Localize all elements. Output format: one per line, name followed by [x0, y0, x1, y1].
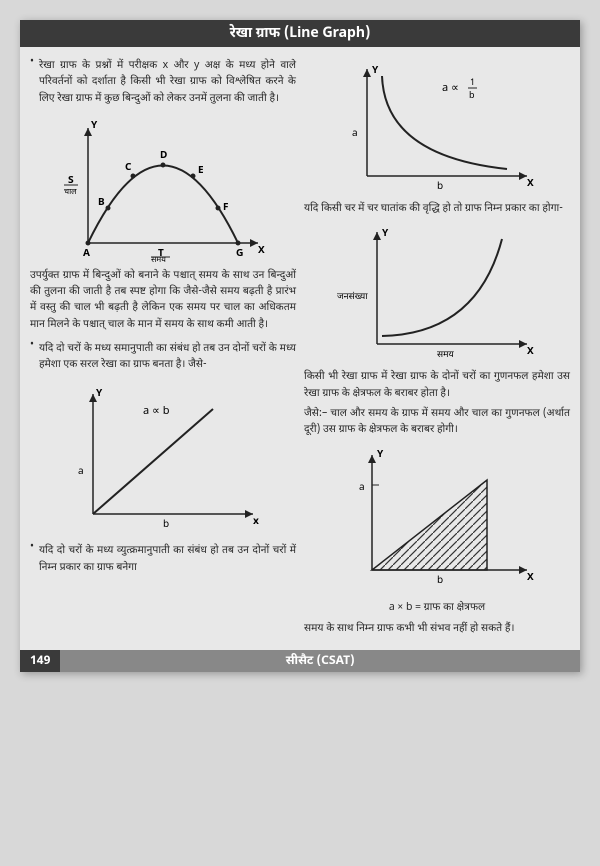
graph-linear: Y x a ∝ b a b [30, 384, 296, 534]
svg-text:C: C [125, 162, 132, 175]
svg-text:A: A [83, 248, 90, 261]
chapter-header: रेखा ग्राफ (Line Graph) [20, 20, 580, 47]
svg-text:Y: Y [372, 65, 379, 78]
parabola-svg: A B C D E F G Y X S चाल T समय [58, 118, 268, 263]
graph-parabola: A B C D E F G Y X S चाल T समय [30, 118, 296, 263]
text-r5: समय के साथ निम्न ग्राफ कभी भी संभव नहीं … [304, 622, 570, 638]
inverse-svg: Y X a b a ∝ 1 b [337, 61, 537, 196]
footer-title: सीसैट (CSAT) [60, 650, 580, 672]
text-r4: a × b = ग्राफ का क्षेत्रफल [304, 601, 570, 617]
svg-text:a: a [352, 128, 358, 141]
svg-text:X: X [527, 346, 534, 359]
text-p4: यदि दो चरों के मध्य व्युत्क्रमानुपाती का… [39, 544, 296, 577]
svg-text:समय: समय [437, 349, 454, 361]
svg-text:Y: Y [96, 388, 103, 401]
svg-text:F: F [223, 202, 228, 215]
text-p3: यदि दो चरों के मध्य समानुपाती का संबंध ह… [39, 342, 296, 375]
para-intro: • रेखा ग्राफ के प्रश्नों में परीक्षक x औ… [30, 55, 296, 112]
svg-text:a: a [359, 482, 365, 495]
svg-text:X: X [527, 178, 534, 191]
svg-text:Y: Y [377, 449, 384, 462]
para-inverse: • यदि दो चरों के मध्य व्युत्क्रमानुपाती … [30, 540, 296, 581]
svg-text:B: B [98, 197, 105, 210]
svg-text:b: b [437, 575, 443, 588]
page-number: 149 [20, 650, 60, 672]
svg-text:b: b [469, 90, 475, 102]
left-column: • रेखा ग्राफ के प्रश्नों में परीक्षक x औ… [30, 55, 296, 642]
svg-text:b: b [163, 519, 169, 532]
bullet-icon: • [30, 338, 34, 379]
page-footer: 149 सीसैट (CSAT) [20, 650, 580, 672]
svg-text:D: D [160, 150, 167, 163]
area-svg: Y X a b [337, 445, 537, 595]
svg-text:x: x [253, 516, 259, 529]
linear-svg: Y x a ∝ b a b [63, 384, 263, 534]
text-r1: यदि किसी चर में चर घातांक की वृद्धि हो त… [304, 202, 570, 218]
bullet-icon: • [30, 540, 34, 581]
svg-text:चाल: चाल [64, 188, 77, 198]
svg-text:जनसंख्या: जनसंख्या [337, 290, 368, 303]
chapter-title: रेखा ग्राफ (Line Graph) [230, 24, 371, 43]
svg-text:Y: Y [382, 228, 389, 241]
right-column: Y X a b a ∝ 1 b यदि किसी चर में चर घातां… [304, 55, 570, 642]
graph-area: Y X a b [304, 445, 570, 595]
bullet-icon: • [30, 55, 34, 112]
graph-exponential: Y X जनसंख्या समय [304, 224, 570, 364]
para-proportional: • यदि दो चरों के मध्य समानुपाती का संबंध… [30, 338, 296, 379]
text-p1: रेखा ग्राफ के प्रश्नों में परीक्षक x और … [39, 59, 296, 108]
svg-text:S: S [68, 175, 74, 188]
svg-text:b: b [437, 181, 443, 194]
text-p2: उपर्युक्त ग्राफ में बिन्दुओं को बनाने के… [30, 269, 296, 334]
svg-text:G: G [236, 248, 243, 261]
svg-text:Y: Y [91, 120, 98, 133]
text-r2: किसी भी रेखा ग्राफ में रेखा ग्राफ के दोन… [304, 370, 570, 403]
text-r3: जैसे:– चाल और समय के ग्राफ में समय और चा… [304, 407, 570, 440]
page: रेखा ग्राफ (Line Graph) • रेखा ग्राफ के … [20, 20, 580, 672]
svg-text:a: a [78, 466, 84, 479]
svg-text:1: 1 [470, 77, 475, 89]
exp-svg: Y X जनसंख्या समय [337, 224, 537, 364]
graph-inverse: Y X a b a ∝ 1 b [304, 61, 570, 196]
svg-text:E: E [198, 165, 204, 178]
svg-text:X: X [527, 572, 534, 585]
svg-text:a ∝ b: a ∝ b [143, 405, 170, 419]
svg-text:X: X [258, 245, 265, 258]
svg-text:a ∝: a ∝ [442, 82, 459, 96]
content-columns: • रेखा ग्राफ के प्रश्नों में परीक्षक x औ… [20, 47, 580, 646]
